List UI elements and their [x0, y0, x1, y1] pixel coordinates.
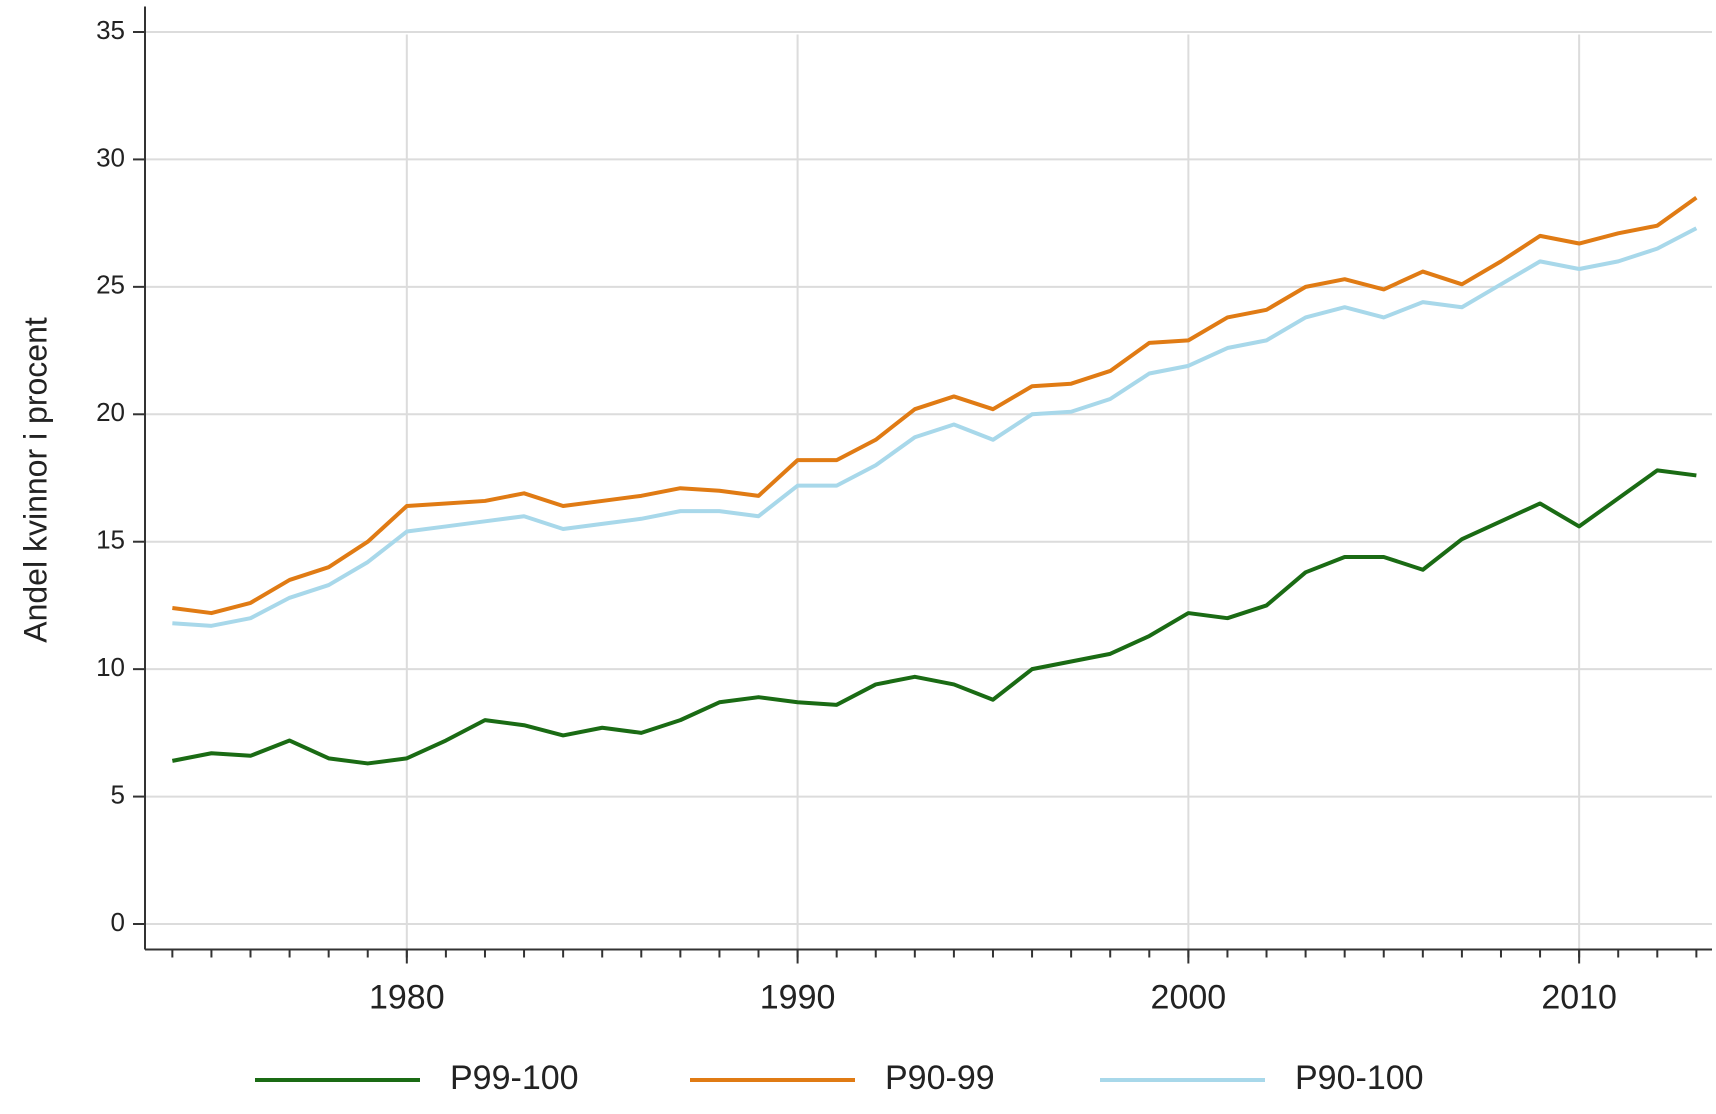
series-line — [172, 226, 1698, 628]
y-tick-label: 20 — [96, 397, 125, 427]
y-tick-label: 15 — [96, 525, 125, 555]
legend-label: P99-100 — [450, 1059, 579, 1097]
y-tick-label: 30 — [96, 142, 125, 172]
x-tick-label: 1990 — [760, 978, 836, 1016]
y-tick-label: 0 — [111, 907, 125, 937]
x-tick-label: 2010 — [1541, 978, 1617, 1016]
y-axis-label: Andel kvinnor i procent — [17, 317, 53, 643]
y-tick-label: 5 — [111, 779, 125, 809]
series-line — [171, 468, 1697, 766]
legend-label: P90-99 — [885, 1059, 995, 1097]
x-tick-label: 1980 — [369, 978, 445, 1016]
legend-label: P90-100 — [1295, 1059, 1424, 1097]
y-tick-label: 35 — [96, 15, 125, 45]
y-tick-label: 25 — [96, 270, 125, 300]
y-tick-label: 10 — [96, 652, 125, 682]
x-tick-label: 2000 — [1151, 978, 1227, 1016]
series-line — [172, 196, 1698, 616]
